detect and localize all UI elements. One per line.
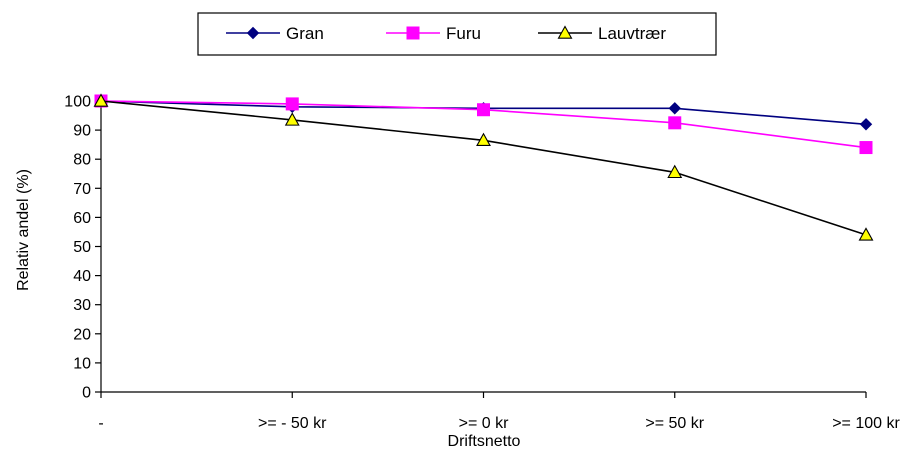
- data-point: [858, 227, 874, 241]
- legend-label: Lauvtrær: [598, 24, 666, 43]
- legend-marker: [557, 25, 573, 39]
- y-tick-label: 30: [73, 297, 91, 314]
- data-point: [477, 103, 490, 117]
- y-tick-label: 70: [73, 181, 91, 198]
- y-tick-label: 60: [73, 210, 91, 227]
- series-furu: [94, 94, 873, 155]
- axes: 0 10 20 30 40 50 60 70 80 90 100 - >= - 50 kr >= 0 kr…: [64, 94, 900, 433]
- x-tick-label: -: [98, 415, 103, 432]
- data-point: [668, 102, 681, 115]
- data-point: [668, 116, 682, 130]
- y-tick-label: 0: [82, 385, 91, 402]
- data-point: [284, 112, 300, 126]
- y-tick-label: 80: [73, 152, 91, 169]
- series-line: [100, 100, 867, 236]
- y-tick-label: 90: [73, 123, 91, 140]
- data-point: [476, 132, 491, 147]
- series-layer: [93, 93, 874, 241]
- y-tick-label: 40: [73, 268, 91, 285]
- y-tick-label: 10: [73, 355, 91, 372]
- legend-marker: [406, 26, 420, 40]
- y-axis-title: Relativ andel (%): [15, 169, 32, 291]
- series-lauvtrær: [93, 93, 874, 241]
- x-tick-label: >= - 50 kr: [258, 415, 327, 432]
- y-tick-label: 100: [64, 94, 91, 111]
- x-tick-label: >= 100 kr: [832, 415, 900, 432]
- data-point: [859, 118, 873, 131]
- legend-label: Gran: [286, 24, 324, 43]
- data-point: [93, 93, 109, 107]
- legend-label: Furu: [446, 24, 481, 43]
- legend-box: [197, 12, 717, 56]
- x-tick-label: >= 0 kr: [459, 415, 509, 432]
- data-point: [859, 141, 873, 155]
- legend: Gran Furu Lauvtrær: [197, 12, 717, 56]
- legend-item-furu: Furu: [386, 24, 481, 43]
- legend-marker: [246, 26, 260, 40]
- legend-item-lauvtrær: Lauvtrær: [538, 24, 666, 43]
- y-tick-label: 20: [73, 326, 91, 343]
- x-axis-title: Driftsnetto: [448, 433, 521, 450]
- legend-item-gran: Gran: [226, 24, 324, 43]
- x-tick-label: >= 50 kr: [645, 415, 704, 432]
- y-tick-label: 50: [73, 239, 91, 256]
- data-point: [667, 164, 683, 179]
- data-point: [285, 97, 299, 111]
